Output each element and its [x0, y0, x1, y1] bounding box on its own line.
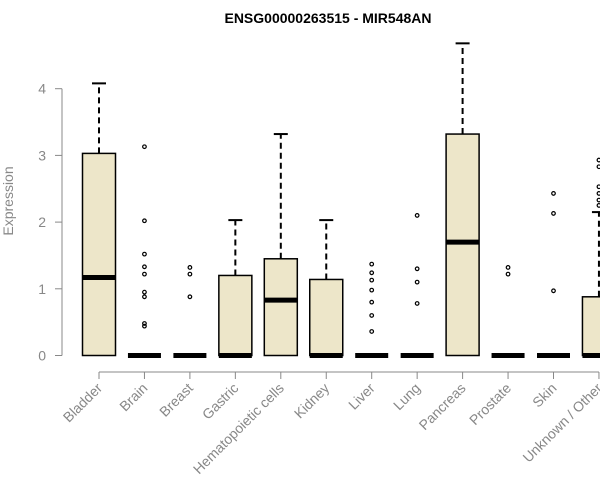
- outlier-point: [505, 271, 511, 277]
- box-body: [81, 152, 117, 357]
- outlier-point: [369, 313, 375, 318]
- box-body: [581, 296, 600, 357]
- x-tick-label: Breast: [156, 380, 196, 420]
- box-bladder: [81, 82, 117, 357]
- outlier-point: [187, 271, 193, 277]
- outlier-point: [596, 191, 600, 196]
- outlier-point: [187, 294, 193, 300]
- x-tick-label: Unknown / Other: [519, 380, 600, 466]
- box-body: [445, 133, 480, 357]
- box-liver: [355, 261, 389, 358]
- outlier-point: [142, 321, 147, 326]
- x-tick-label: Bladder: [60, 380, 106, 426]
- x-tick-label: Liver: [345, 380, 378, 413]
- outlier-point: [551, 288, 556, 294]
- y-tick-label: 1: [38, 281, 46, 297]
- x-tick-label: Brain: [116, 380, 150, 414]
- outlier-point: [142, 144, 147, 150]
- box-pancreas: [445, 42, 480, 357]
- outlier-point: [142, 323, 147, 329]
- outlier-point: [142, 294, 147, 300]
- outlier-point: [596, 197, 600, 203]
- x-tick-label: Gastric: [199, 380, 242, 423]
- box-lung: [400, 213, 434, 358]
- y-axis-label: Expression: [0, 166, 16, 235]
- outlier-point: [551, 191, 556, 196]
- outlier-point: [596, 203, 600, 208]
- box-body: [263, 258, 299, 357]
- outlier-point: [369, 277, 375, 283]
- outlier-point: [142, 289, 147, 295]
- box-kidney: [309, 219, 344, 358]
- outlier-point: [505, 265, 511, 270]
- outlier-point: [369, 329, 375, 334]
- x-tick-label: Hematopoietic cells: [190, 380, 287, 477]
- outlier-point: [414, 266, 420, 272]
- y-tick-label: 4: [38, 81, 46, 97]
- box-body: [218, 274, 253, 357]
- chart-title: ENSG00000263515 - MIR548AN: [224, 10, 431, 26]
- outlier-point: [369, 270, 375, 276]
- outlier-point: [369, 299, 375, 305]
- outlier-point: [596, 184, 600, 190]
- outlier-point: [414, 213, 420, 218]
- x-tick-label: Pancreas: [416, 380, 469, 433]
- y-tick-label: 3: [38, 147, 46, 163]
- box-brain: [127, 144, 161, 358]
- x-tick-label: Kidney: [291, 380, 333, 422]
- outlier-point: [369, 261, 375, 267]
- outlier-point: [369, 287, 375, 293]
- x-tick-label: Lung: [390, 380, 423, 413]
- outlier-point: [596, 164, 600, 170]
- outlier-point: [142, 218, 147, 224]
- box-body: [309, 278, 344, 357]
- outlier-point: [142, 251, 147, 257]
- outlier-point: [414, 279, 420, 285]
- box-unknown-other: [581, 157, 600, 358]
- outlier-point: [551, 211, 556, 216]
- box-prostate: [491, 265, 525, 358]
- x-tick-label: Skin: [529, 380, 560, 411]
- y-axis: 0 1 2 3 4: [38, 81, 63, 364]
- outlier-point: [142, 264, 147, 270]
- box-hematopoietic-cells: [263, 133, 299, 357]
- outlier-point: [596, 157, 600, 163]
- outlier-point: [414, 301, 420, 306]
- box-breast: [173, 265, 207, 358]
- boxes-group: [81, 42, 600, 358]
- box-gastric: [218, 219, 253, 358]
- x-tick-label: Prostate: [466, 380, 514, 428]
- y-tick-label: 0: [38, 348, 46, 364]
- outlier-point: [142, 271, 147, 277]
- box-skin: [537, 191, 570, 358]
- y-tick-label: 2: [38, 214, 46, 230]
- outlier-point: [187, 265, 193, 270]
